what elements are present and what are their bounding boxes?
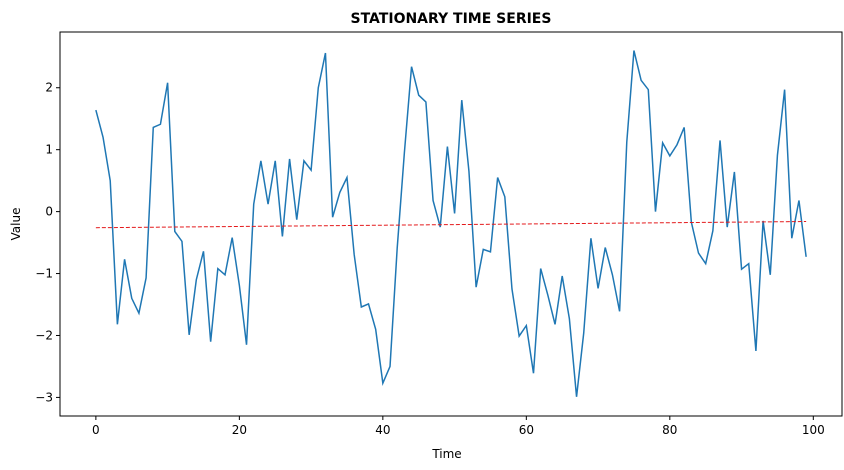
y-tick-label: −2 [35, 328, 53, 342]
y-tick-label: 0 [45, 205, 53, 219]
series-line [95, 50, 807, 397]
y-tick-label: −1 [35, 267, 53, 281]
x-axis-ticks: 0 20 40 60 80 100 [92, 416, 825, 437]
x-axis-label: Time [431, 447, 461, 461]
x-tick-label: 0 [92, 423, 100, 437]
y-tick-label: 2 [45, 81, 53, 95]
y-axis-label: Value [9, 208, 23, 241]
plot-area [59, 31, 843, 417]
x-tick-label: 20 [232, 423, 247, 437]
series-lines [95, 50, 807, 397]
x-tick-label: 60 [519, 423, 534, 437]
x-tick-label: 80 [662, 423, 677, 437]
y-tick-label: 1 [45, 143, 53, 157]
y-axis-ticks: −3 −2 −1 0 1 2 [35, 81, 60, 404]
x-tick-label: 40 [375, 423, 390, 437]
x-tick-label: 100 [802, 423, 825, 437]
trend-line [95, 221, 807, 229]
chart-title: STATIONARY TIME SERIES [351, 11, 552, 27]
y-tick-label: −3 [35, 390, 53, 404]
